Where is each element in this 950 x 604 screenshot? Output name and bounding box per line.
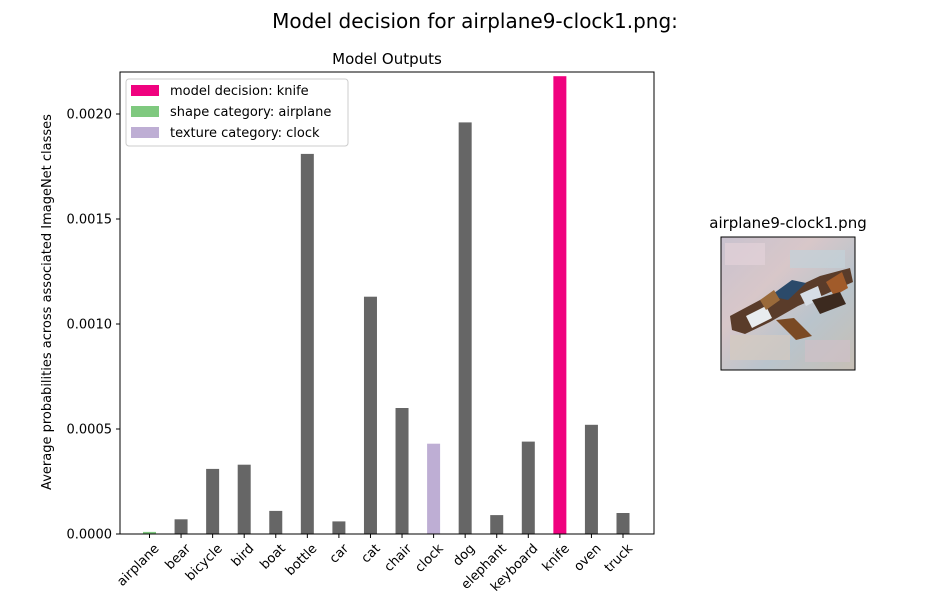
chart-title: Model Outputs (332, 50, 442, 68)
x-tick-label-airplane: airplane (114, 541, 162, 589)
thumbnail-image (720, 236, 856, 371)
bar-oven (584, 424, 598, 534)
y-tick-label: 0.0000 (67, 528, 113, 543)
x-tick-label-chair: chair (382, 541, 416, 575)
legend-box (125, 78, 349, 147)
bar-truck (616, 513, 630, 534)
bar-elephant (490, 515, 504, 534)
bar-clock (427, 443, 441, 534)
x-tick-label-cat: cat (359, 541, 384, 566)
y-tick-label: 0.0005 (67, 423, 113, 438)
bar-cat (363, 296, 377, 534)
legend-label-texture-category: texture category: clock (170, 126, 320, 141)
legend: model decision: knife shape category: ai… (125, 78, 349, 147)
plot-frame (119, 71, 655, 535)
y-tick-label: 0.0010 (67, 318, 113, 333)
legend-swatch-texture-category (131, 127, 159, 138)
legend-swatch-shape-category (131, 106, 159, 117)
y-tick-label: 0.0020 (67, 108, 113, 123)
bars-group (143, 76, 630, 535)
thumbnail-title: airplane9-clock1.png (709, 214, 867, 232)
x-tick-label-bird: bird (229, 541, 257, 569)
bar-bottle (300, 153, 314, 534)
legend-label-model-decision: model decision: knife (170, 84, 309, 99)
bar-boat (269, 510, 283, 534)
bar-airplane (143, 531, 156, 534)
bar-bicycle (206, 468, 220, 534)
y-tick-label: 0.0015 (67, 213, 113, 228)
x-tick-label-knife: knife (540, 541, 573, 574)
thumbnail-frame (720, 236, 856, 371)
x-tick-label-bottle: bottle (283, 541, 320, 578)
legend-label-shape-category: shape category: airplane (170, 105, 331, 120)
x-tick-label-car: car (327, 541, 353, 567)
bar-car (332, 521, 346, 534)
x-tick-label-oven: oven (571, 541, 604, 574)
x-tick-label-clock: clock (412, 541, 447, 576)
y-ticks-group: 0.0000 0.0005 0.0010 0.0015 0.0020 (67, 108, 120, 543)
legend-swatch-model-decision (131, 85, 159, 96)
bar-dog (458, 122, 472, 535)
bar-keyboard (521, 441, 535, 534)
bar-bird (237, 464, 251, 534)
bar-knife (553, 76, 567, 534)
x-tick-label-truck: truck (602, 541, 637, 576)
figure-suptitle: Model decision for airplane9-clock1.png: (272, 9, 678, 33)
bar-chair (395, 408, 409, 534)
y-axis-label: Average probabilities across associated … (40, 114, 55, 490)
bar-bear (174, 519, 188, 534)
x-tick-label-dog: dog (450, 541, 478, 569)
